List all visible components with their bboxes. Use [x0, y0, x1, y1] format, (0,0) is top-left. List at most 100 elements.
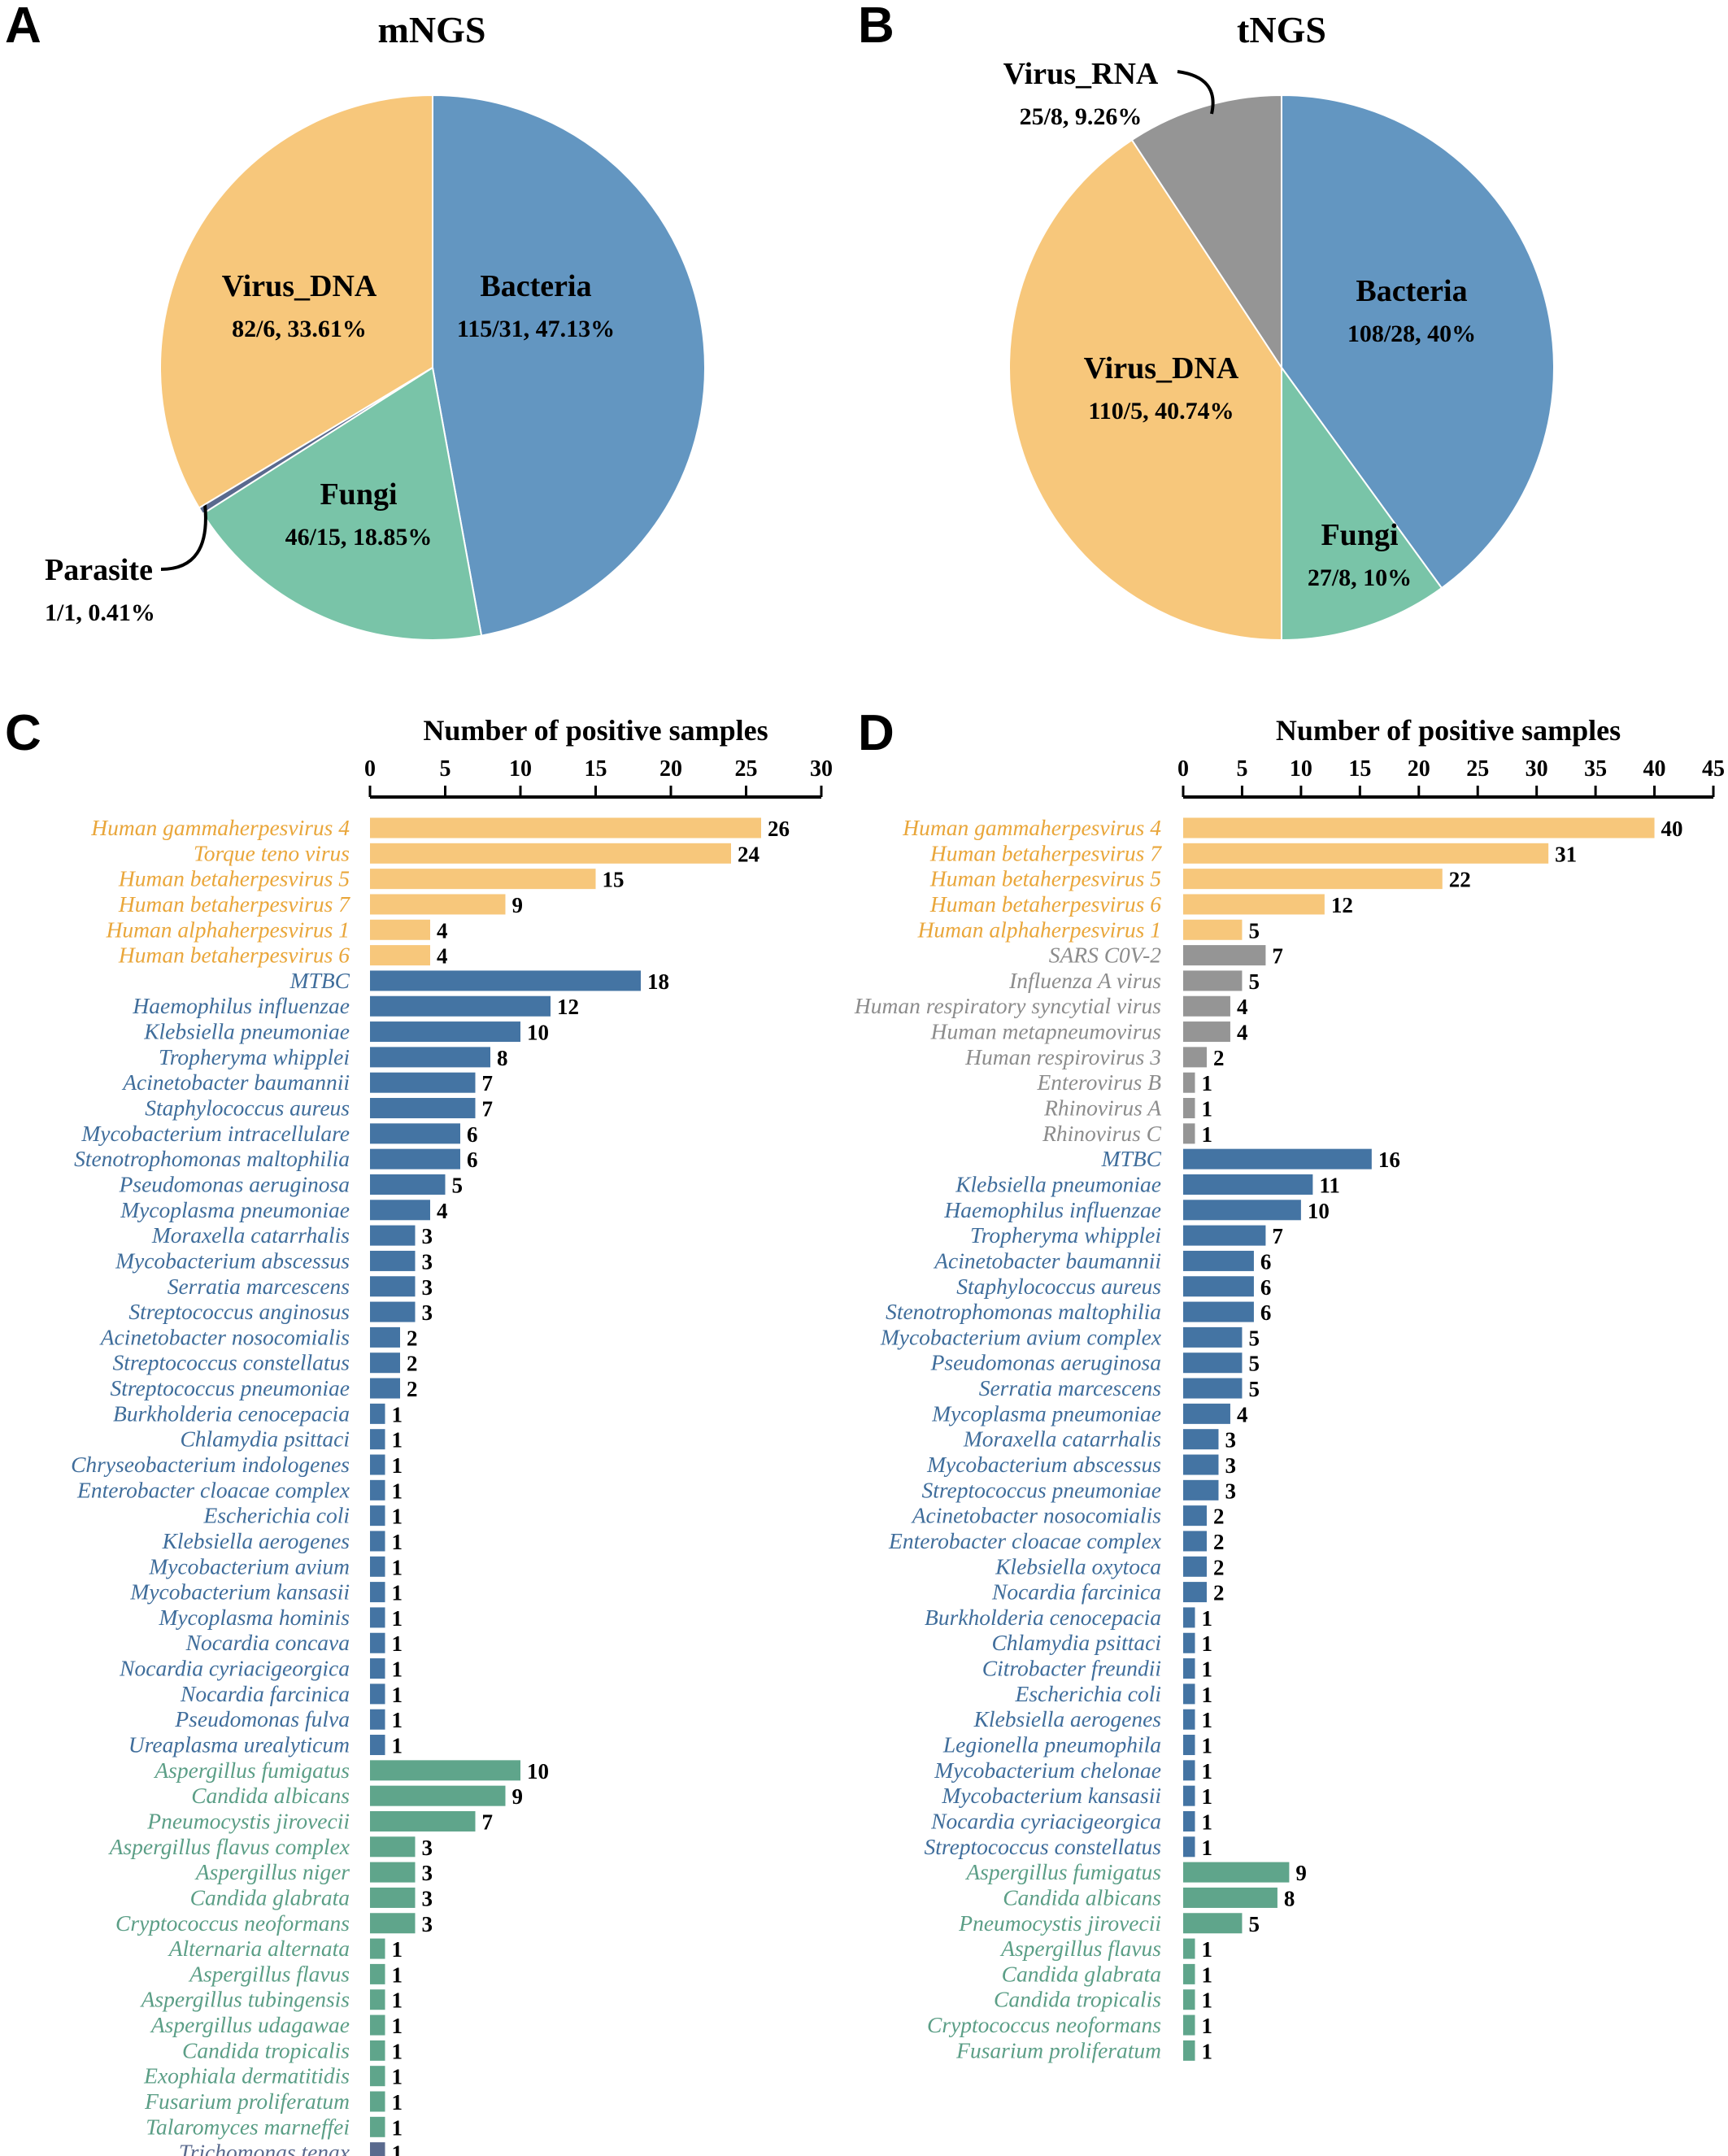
- x-tick-label: 10: [509, 756, 532, 782]
- bar-label-klebsiella-oxytoca: Klebsiella oxytoca: [995, 1553, 1161, 1579]
- bar-human-betaherpesvirus-5: [1183, 869, 1443, 890]
- pie-slice-bacteria: [432, 94, 706, 637]
- bar-label-ureaplasma-urealyticum: Ureaplasma urealyticum: [128, 1732, 350, 1757]
- bar-label-stenotrophomonas-maltophilia: Stenotrophomonas maltophilia: [74, 1146, 350, 1171]
- bar-label-chryseobacterium-indologenes: Chryseobacterium indologenes: [71, 1452, 350, 1477]
- bar-chlamydia-psittaci: [370, 1429, 385, 1450]
- bar-value-candida-glabrata: 3: [422, 1886, 433, 1910]
- bar-label-mycobacterium-kansasii: Mycobacterium kansasii: [941, 1783, 1161, 1808]
- bar-value-aspergillus-flavus: 1: [1201, 1937, 1212, 1962]
- bar-value-mycoplasma-pneumoniae: 4: [1237, 1402, 1248, 1426]
- x-axis-title: Number of positive samples: [423, 714, 768, 747]
- bar-citrobacter-freundii: [1183, 1658, 1195, 1679]
- bar-value-nocardia-cyriacigeorgica: 1: [392, 1657, 403, 1682]
- bar-value-human-respiratory-syncytial-virus: 4: [1237, 995, 1248, 1019]
- bar-klebsiella-pneumoniae: [1183, 1174, 1313, 1195]
- bar-nocardia-farcinica: [1183, 1582, 1207, 1603]
- slice-label-virus-rna: Virus_RNA: [1003, 57, 1159, 91]
- bar-value-influenza-a-virus: 5: [1248, 969, 1260, 994]
- bar-label-human-betaherpesvirus-6: Human betaherpesvirus 6: [929, 891, 1161, 917]
- bar-label-streptococcus-constellatus: Streptococcus constellatus: [113, 1350, 350, 1375]
- bar-label-pseudomonas-fulva: Pseudomonas fulva: [174, 1706, 350, 1731]
- bar-label-rhinovirus-a: Rhinovirus A: [1043, 1095, 1161, 1121]
- bar-value-human-betaherpesvirus-5: 15: [603, 868, 625, 892]
- slice-label-fungi: Fungi: [320, 477, 397, 512]
- x-tick-label: 20: [659, 756, 682, 782]
- bar-label-candida-albicans: Candida albicans: [191, 1783, 350, 1808]
- bar-human-metapneumovirus: [1183, 1021, 1230, 1043]
- bar-value-human-gammaherpesvirus-4: 40: [1661, 817, 1683, 841]
- bar-label-streptococcus-pneumoniae: Streptococcus pneumoniae: [110, 1375, 350, 1400]
- bar-label-pneumocystis-jirovecii: Pneumocystis jirovecii: [958, 1910, 1161, 1936]
- bar-label-aspergillus-udagawae: Aspergillus udagawae: [150, 2012, 350, 2037]
- slice-value-virus-rna: 25/8, 9.26%: [1020, 103, 1143, 130]
- bar-label-klebsiella-aerogenes: Klebsiella aerogenes: [973, 1706, 1161, 1731]
- bar-value-acinetobacter-nosocomialis: 2: [1213, 1505, 1225, 1529]
- bar-value-aspergillus-fumigatus: 10: [527, 1759, 549, 1784]
- slice-label-fungi: Fungi: [1321, 518, 1398, 552]
- bar-value-aspergillus-udagawae: 1: [392, 2014, 403, 2038]
- bar-aspergillus-flavus: [1183, 1938, 1195, 1959]
- bar-value-staphylococcus-aureus: 7: [482, 1097, 494, 1122]
- bar-label-human-betaherpesvirus-6: Human betaherpesvirus 6: [118, 943, 350, 968]
- bar-value-aspergillus-tubingensis: 1: [392, 1988, 403, 2013]
- bar-streptococcus-constellatus: [1183, 1836, 1195, 1858]
- bar-label-mtbc: MTBC: [289, 968, 350, 993]
- bar-label-torque-teno-virus: Torque teno virus: [194, 840, 350, 865]
- bar-value-klebsiella-pneumoniae: 11: [1319, 1173, 1340, 1197]
- bar-aspergillus-tubingensis: [370, 1989, 385, 2010]
- bar-mycoplasma-pneumoniae: [370, 1200, 430, 1221]
- bar-value-chryseobacterium-indologenes: 1: [392, 1453, 403, 1478]
- bar-label-nocardia-cyriacigeorgica: Nocardia cyriacigeorgica: [119, 1656, 350, 1681]
- leader-line-parasite: [160, 503, 207, 571]
- x-tick-label: 5: [440, 756, 451, 782]
- bar-escherichia-coli: [1183, 1683, 1195, 1705]
- bar-value-mycobacterium-chelonae: 1: [1201, 1759, 1212, 1784]
- bar-label-human-betaherpesvirus-7: Human betaherpesvirus 7: [929, 840, 1162, 865]
- bar-aspergillus-niger: [370, 1862, 416, 1883]
- bar-label-pneumocystis-jirovecii: Pneumocystis jirovecii: [146, 1808, 350, 1833]
- bar-cryptococcus-neoformans: [1183, 2014, 1195, 2036]
- bar-label-streptococcus-constellatus: Streptococcus constellatus: [925, 1834, 1162, 1859]
- bar-value-staphylococcus-aureus: 6: [1260, 1275, 1272, 1300]
- bar-value-mycobacterium-avium-complex: 5: [1248, 1326, 1260, 1350]
- bar-label-mycobacterium-intracellulare: Mycobacterium intracellulare: [81, 1121, 350, 1146]
- bar-label-acinetobacter-baumannii: Acinetobacter baumannii: [121, 1069, 350, 1095]
- bar-pseudomonas-aeruginosa: [1183, 1352, 1243, 1374]
- bar-label-haemophilus-influenzae: Haemophilus influenzae: [132, 993, 350, 1018]
- bar-mycobacterium-avium: [370, 1556, 385, 1577]
- bar-stenotrophomonas-maltophilia: [370, 1148, 460, 1169]
- bar-label-nocardia-cyriacigeorgica: Nocardia cyriacigeorgica: [930, 1808, 1161, 1833]
- bar-label-human-gammaherpesvirus-4: Human gammaherpesvirus 4: [90, 815, 350, 840]
- bar-label-klebsiella-aerogenes: Klebsiella aerogenes: [162, 1528, 350, 1553]
- bar-value-burkholderia-cenocepacia: 1: [1201, 1606, 1212, 1631]
- bar-value-streptococcus-pneumoniae: 3: [1225, 1479, 1236, 1503]
- bar-label-human-betaherpesvirus-5: Human betaherpesvirus 5: [929, 866, 1161, 891]
- bar-mycoplasma-hominis: [370, 1607, 385, 1628]
- bar-label-aspergillus-flavus: Aspergillus flavus: [999, 1936, 1161, 1961]
- bar-label-human-alphaherpesvirus-1: Human alphaherpesvirus 1: [917, 917, 1161, 942]
- bar-torque-teno-virus: [370, 843, 731, 864]
- bar-value-haemophilus-influenzae: 12: [557, 995, 579, 1019]
- slice-label-virus-dna: Virus_DNA: [1084, 351, 1239, 385]
- bar-aspergillus-flavus-complex: [370, 1836, 416, 1858]
- bar-value-nocardia-farcinica: 2: [1213, 1581, 1225, 1605]
- bar-influenza-a-virus: [1183, 970, 1243, 991]
- bar-label-mycobacterium-avium: Mycobacterium avium: [148, 1553, 350, 1579]
- bar-label-trichomonas-tenax: Trichomonas tenax: [179, 2140, 350, 2156]
- bar-value-fusarium-proliferatum: 1: [392, 2090, 403, 2115]
- bar-label-human-betaherpesvirus-7: Human betaherpesvirus 7: [118, 891, 350, 917]
- x-tick-label: 45: [1702, 756, 1725, 782]
- bar-value-alternaria-alternata: 1: [392, 1937, 403, 1962]
- bar-aspergillus-fumigatus: [1183, 1862, 1290, 1883]
- bar-label-fusarium-proliferatum: Fusarium proliferatum: [144, 2088, 350, 2114]
- bar-label-mycobacterium-kansasii: Mycobacterium kansasii: [129, 1579, 350, 1605]
- bar-label-streptococcus-pneumoniae: Streptococcus pneumoniae: [921, 1477, 1161, 1502]
- bar-human-betaherpesvirus-6: [1183, 894, 1325, 915]
- bar-label-mycobacterium-avium-complex: Mycobacterium avium complex: [880, 1324, 1161, 1349]
- bar-haemophilus-influenzae: [1183, 1200, 1301, 1221]
- bar-label-human-betaherpesvirus-5: Human betaherpesvirus 5: [118, 866, 350, 891]
- bar-value-rhinovirus-a: 1: [1201, 1097, 1212, 1122]
- bar-value-mycobacterium-kansasii: 1: [1201, 1784, 1212, 1809]
